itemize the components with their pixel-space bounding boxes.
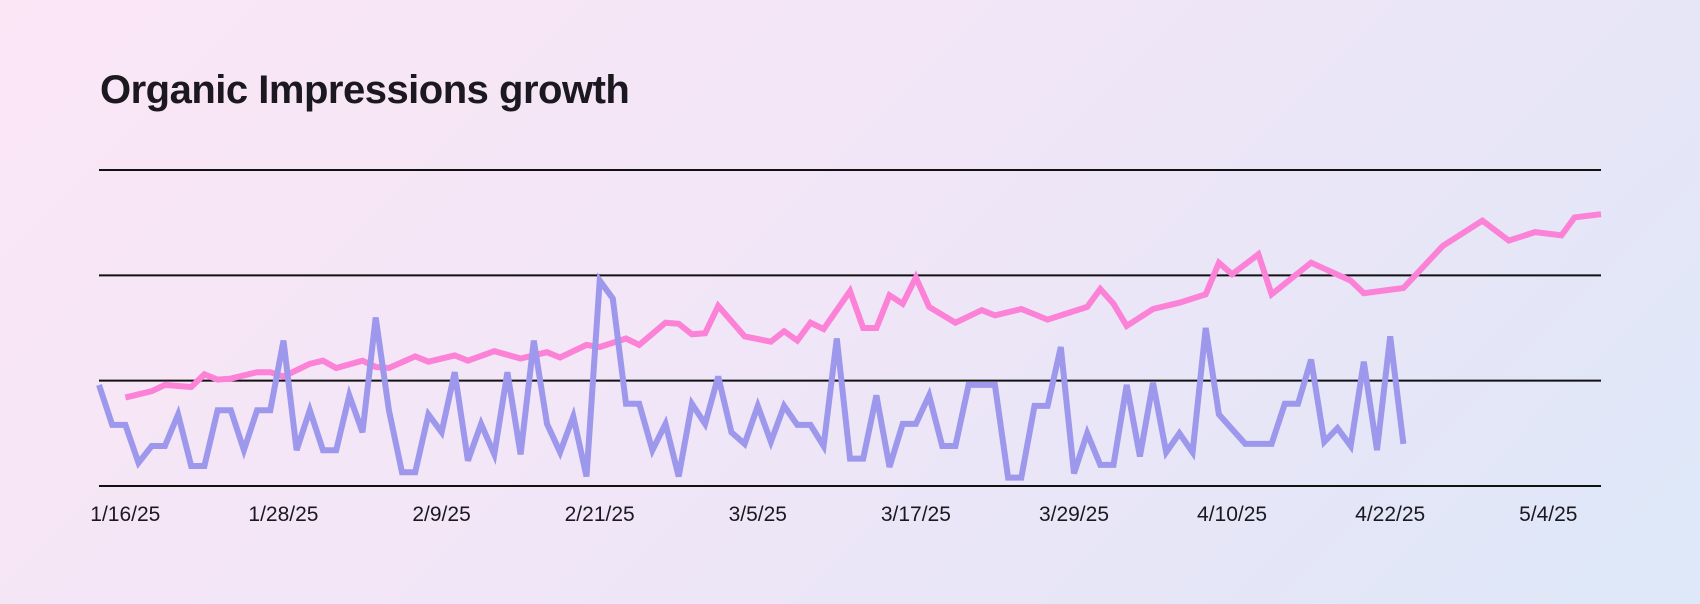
- x-tick-label: 2/21/25: [565, 503, 635, 526]
- x-tick-label: 1/16/25: [90, 503, 160, 526]
- x-tick-label: 2/9/25: [412, 503, 470, 526]
- series-group: [96, 211, 1602, 481]
- x-tick-label: 3/5/25: [729, 503, 787, 526]
- x-tick-label: 4/10/25: [1197, 503, 1267, 526]
- gridlines: [99, 169, 1601, 487]
- x-tick-label: 4/22/25: [1355, 503, 1425, 526]
- series-line-2: [96, 272, 1407, 481]
- x-tick-label: 1/28/25: [248, 503, 318, 526]
- x-tick-label: 3/29/25: [1039, 503, 1109, 526]
- x-tick-label: 5/4/25: [1519, 503, 1577, 526]
- chart-title: Organic Impressions growth: [100, 68, 630, 112]
- series-line-1: [124, 211, 1602, 401]
- x-tick-label: 3/17/25: [881, 503, 951, 526]
- x-axis-ticks: 1/16/25 1/28/25 2/9/25 2/21/25 3/5/25 3/17/25…: [90, 503, 1577, 526]
